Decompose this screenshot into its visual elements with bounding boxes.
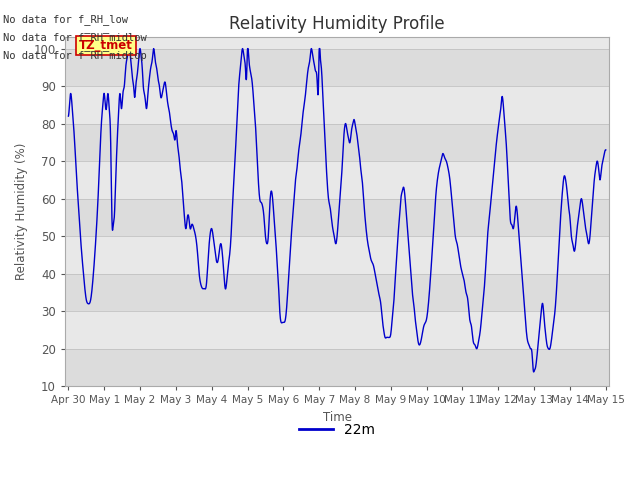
Text: No data for f̅RH̅midlow: No data for f̅RH̅midlow xyxy=(3,33,147,43)
Bar xyxy=(65,161,609,199)
Bar xyxy=(65,274,609,311)
Bar xyxy=(65,124,609,161)
Bar xyxy=(65,86,609,124)
Legend: 22m: 22m xyxy=(293,417,381,442)
X-axis label: Time: Time xyxy=(323,411,351,424)
Bar xyxy=(65,311,609,348)
Text: No data for f_RH_low: No data for f_RH_low xyxy=(3,14,128,25)
Title: Relativity Humidity Profile: Relativity Humidity Profile xyxy=(229,15,445,33)
Bar xyxy=(65,348,609,386)
Text: TZ_tmet: TZ_tmet xyxy=(79,38,133,51)
Y-axis label: Relativity Humidity (%): Relativity Humidity (%) xyxy=(15,143,28,280)
Text: No data for f̅RH̅midtop: No data for f̅RH̅midtop xyxy=(3,51,147,61)
Bar xyxy=(65,48,609,86)
Bar xyxy=(65,199,609,236)
Bar xyxy=(65,236,609,274)
